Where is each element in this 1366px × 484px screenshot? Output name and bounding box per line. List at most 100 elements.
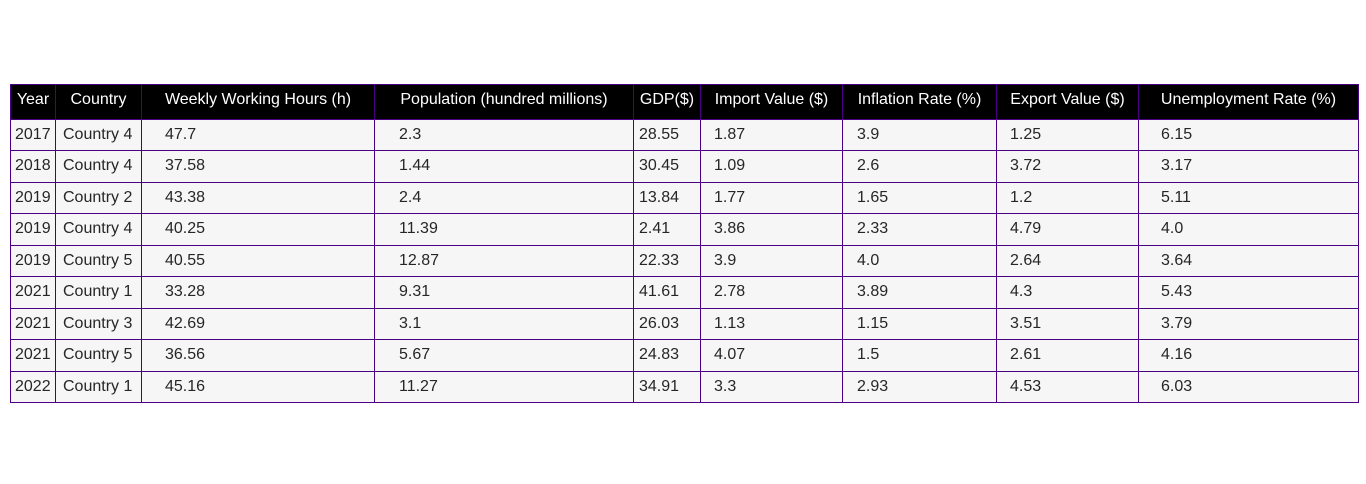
table-cell-gdp: 13.84 <box>633 181 701 214</box>
table-cell-weekly-working-hours: 40.25 <box>141 213 375 246</box>
table-cell-unemployment-rate: 3.64 <box>1138 244 1359 277</box>
table-cell-gdp: 34.91 <box>633 370 701 403</box>
table-cell-import-value: 3.3 <box>700 370 843 403</box>
table-cell-inflation-rate: 1.5 <box>842 339 997 372</box>
table-cell-export-value: 3.51 <box>996 307 1139 340</box>
table-cell-population: 11.39 <box>374 213 634 246</box>
table-cell-population: 9.31 <box>374 276 634 309</box>
table-cell-export-value: 2.64 <box>996 244 1139 277</box>
table-cell-year: 2017 <box>10 118 56 151</box>
table-row: 2021 Country 5 36.56 5.67 24.83 4.07 1.5 2.61 4.… <box>10 339 1359 372</box>
table-cell-weekly-working-hours: 40.55 <box>141 244 375 277</box>
table-cell-unemployment-rate: 3.79 <box>1138 307 1359 340</box>
table-cell-import-value: 1.77 <box>700 181 843 214</box>
table-cell-country: Country 1 <box>55 276 142 309</box>
table-cell-unemployment-rate: 3.17 <box>1138 150 1359 183</box>
table-cell-weekly-working-hours: 45.16 <box>141 370 375 403</box>
table-cell-gdp: 24.83 <box>633 339 701 372</box>
table-cell-population: 11.27 <box>374 370 634 403</box>
table-cell-gdp: 41.61 <box>633 276 701 309</box>
table-cell-year: 2022 <box>10 370 56 403</box>
table-cell-export-value: 3.72 <box>996 150 1139 183</box>
table-row: 2021 Country 1 33.28 9.31 41.61 2.78 3.89 4.3 5.… <box>10 276 1359 309</box>
table-cell-country: Country 4 <box>55 150 142 183</box>
table-cell-inflation-rate: 1.15 <box>842 307 997 340</box>
table-cell-gdp: 22.33 <box>633 244 701 277</box>
table-cell-unemployment-rate: 5.11 <box>1138 181 1359 214</box>
table-cell-gdp: 26.03 <box>633 307 701 340</box>
column-header-export-value: Export Value ($) <box>996 84 1139 120</box>
table-cell-population: 2.4 <box>374 181 634 214</box>
table-cell-import-value: 4.07 <box>700 339 843 372</box>
table-cell-year: 2019 <box>10 181 56 214</box>
table-cell-unemployment-rate: 6.03 <box>1138 370 1359 403</box>
table-cell-country: Country 5 <box>55 244 142 277</box>
table-cell-unemployment-rate: 4.0 <box>1138 213 1359 246</box>
header-row: Year Country Weekly Working Hours (h) Popul… <box>10 84 1359 120</box>
table-cell-inflation-rate: 1.65 <box>842 181 997 214</box>
column-header-population: Population (hundred millions) <box>374 84 634 120</box>
table-cell-inflation-rate: 2.6 <box>842 150 997 183</box>
column-header-year: Year <box>10 84 56 120</box>
table-cell-inflation-rate: 2.93 <box>842 370 997 403</box>
table-cell-export-value: 4.3 <box>996 276 1139 309</box>
table-cell-inflation-rate: 2.33 <box>842 213 997 246</box>
data-table-container: Year Country Weekly Working Hours (h) Popul… <box>10 84 1359 403</box>
data-table: Year Country Weekly Working Hours (h) Popul… <box>10 84 1359 403</box>
table-cell-weekly-working-hours: 37.58 <box>141 150 375 183</box>
column-header-inflation-rate: Inflation Rate (%) <box>842 84 997 120</box>
table-cell-year: 2018 <box>10 150 56 183</box>
table-cell-year: 2021 <box>10 339 56 372</box>
table-cell-country: Country 5 <box>55 339 142 372</box>
table-cell-country: Country 4 <box>55 118 142 151</box>
table-row: 2021 Country 3 42.69 3.1 26.03 1.13 1.15 3.51 3.… <box>10 307 1359 340</box>
table-cell-gdp: 30.45 <box>633 150 701 183</box>
table-cell-year: 2019 <box>10 244 56 277</box>
table-cell-import-value: 3.9 <box>700 244 843 277</box>
table-cell-weekly-working-hours: 33.28 <box>141 276 375 309</box>
table-cell-inflation-rate: 4.0 <box>842 244 997 277</box>
table-cell-export-value: 2.61 <box>996 339 1139 372</box>
column-header-weekly-working-hours: Weekly Working Hours (h) <box>141 84 375 120</box>
table-cell-population: 12.87 <box>374 244 634 277</box>
table-cell-weekly-working-hours: 47.7 <box>141 118 375 151</box>
table-cell-import-value: 1.09 <box>700 150 843 183</box>
table-row: 2019 Country 4 40.25 11.39 2.41 3.86 2.33 4.79 4… <box>10 213 1359 246</box>
table-cell-year: 2021 <box>10 307 56 340</box>
table-cell-country: Country 3 <box>55 307 142 340</box>
table-cell-population: 2.3 <box>374 118 634 151</box>
table-header: Year Country Weekly Working Hours (h) Popul… <box>10 84 1359 120</box>
table-cell-year: 2019 <box>10 213 56 246</box>
table-cell-import-value: 3.86 <box>700 213 843 246</box>
column-header-country: Country <box>55 84 142 120</box>
table-cell-inflation-rate: 3.89 <box>842 276 997 309</box>
table-cell-country: Country 2 <box>55 181 142 214</box>
table-body: 2017 Country 4 47.7 2.3 28.55 1.87 3.9 1.25 6.15… <box>10 118 1359 403</box>
table-row: 2017 Country 4 47.7 2.3 28.55 1.87 3.9 1.25 6.15 <box>10 118 1359 151</box>
table-row: 2018 Country 4 37.58 1.44 30.45 1.09 2.6 3.72 3.… <box>10 150 1359 183</box>
table-cell-population: 3.1 <box>374 307 634 340</box>
table-cell-year: 2021 <box>10 276 56 309</box>
table-cell-weekly-working-hours: 36.56 <box>141 339 375 372</box>
table-cell-unemployment-rate: 5.43 <box>1138 276 1359 309</box>
table-cell-gdp: 2.41 <box>633 213 701 246</box>
column-header-unemployment-rate: Unemployment Rate (%) <box>1138 84 1359 120</box>
table-cell-population: 1.44 <box>374 150 634 183</box>
table-cell-export-value: 1.2 <box>996 181 1139 214</box>
table-cell-export-value: 4.79 <box>996 213 1139 246</box>
table-cell-weekly-working-hours: 43.38 <box>141 181 375 214</box>
table-row: 2019 Country 2 43.38 2.4 13.84 1.77 1.65 1.2 5.1… <box>10 181 1359 214</box>
table-cell-export-value: 1.25 <box>996 118 1139 151</box>
table-cell-inflation-rate: 3.9 <box>842 118 997 151</box>
table-cell-gdp: 28.55 <box>633 118 701 151</box>
table-cell-export-value: 4.53 <box>996 370 1139 403</box>
table-cell-population: 5.67 <box>374 339 634 372</box>
table-cell-import-value: 1.87 <box>700 118 843 151</box>
table-cell-country: Country 4 <box>55 213 142 246</box>
column-header-import-value: Import Value ($) <box>700 84 843 120</box>
table-row: 2022 Country 1 45.16 11.27 34.91 3.3 2.93 4.53 6… <box>10 370 1359 403</box>
table-cell-country: Country 1 <box>55 370 142 403</box>
table-cell-import-value: 2.78 <box>700 276 843 309</box>
table-cell-weekly-working-hours: 42.69 <box>141 307 375 340</box>
table-cell-import-value: 1.13 <box>700 307 843 340</box>
